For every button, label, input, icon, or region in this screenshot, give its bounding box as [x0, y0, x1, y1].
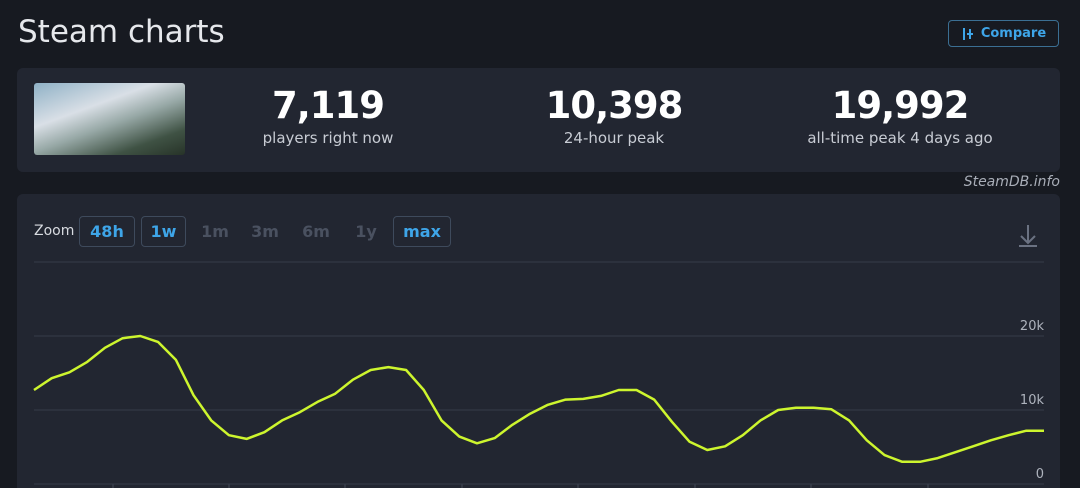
compare-label: Compare: [980, 26, 1047, 41]
stats-panel: 7,119 players right now 10,398 24-hour pea…: [17, 68, 1060, 172]
stat-label: 24-hour peak: [563, 129, 665, 147]
game-image: [34, 83, 185, 155]
stat-value: 10,398: [545, 84, 684, 127]
stat-value: 7,119: [271, 84, 385, 127]
y-tick-label: 0: [1036, 467, 1044, 482]
y-tick-label: 20k: [1020, 319, 1045, 334]
zoom-button[interactable]: 1w: [141, 216, 186, 247]
credit: SteamDB.info: [963, 174, 1060, 190]
zoom-button[interactable]: 3m: [251, 222, 279, 241]
x-ticks: [112, 484, 929, 488]
zoom-button[interactable]: 48h: [79, 216, 135, 247]
download-icon: [1019, 225, 1037, 247]
page-title: Steam charts: [18, 14, 225, 50]
stat-label: players right now: [262, 129, 394, 147]
zoom-button[interactable]: max: [393, 216, 451, 247]
zoom-label: Zoom: [34, 223, 75, 239]
stat: 7,119 players right now: [198, 84, 458, 147]
stat: 19,992 all-time peak 4 days ago: [770, 84, 1030, 147]
zoom-button[interactable]: 1y: [355, 222, 377, 241]
compare-icon: [962, 27, 973, 40]
series-line: [33, 334, 1044, 464]
stat: 10,398 24-hour peak: [484, 84, 744, 147]
chart-panel: [17, 194, 1060, 488]
compare-button[interactable]: Compare: [948, 20, 1059, 47]
zoom-button[interactable]: 6m: [302, 222, 330, 241]
zoom-button[interactable]: 1m: [201, 222, 229, 241]
y-tick-label: 10k: [1020, 393, 1045, 408]
stat-value: 19,992: [831, 84, 970, 127]
stat-label: all-time peak 4 days ago: [807, 129, 993, 147]
